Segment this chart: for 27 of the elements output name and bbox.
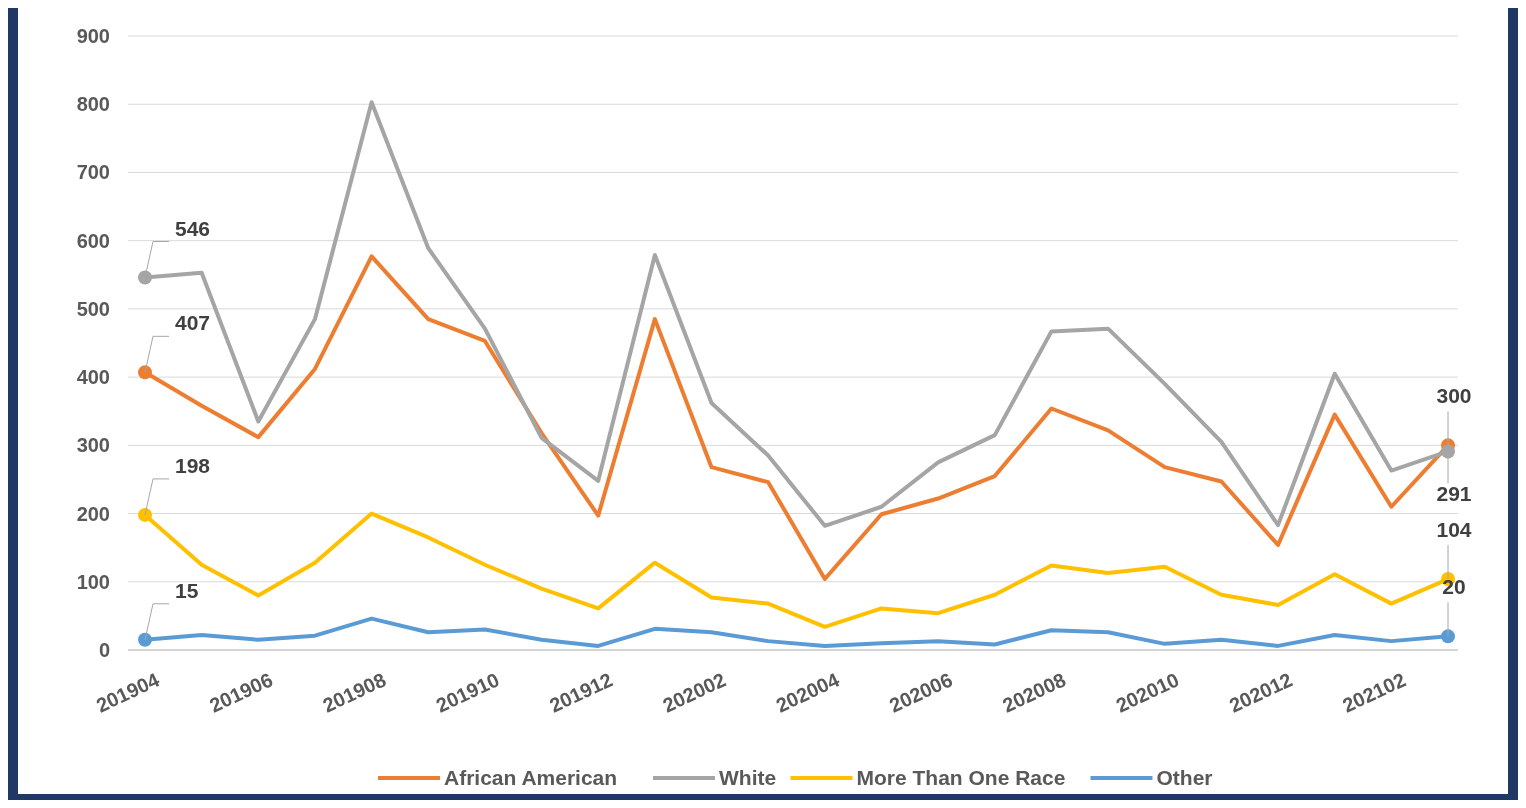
point [138,507,152,522]
y-tick-label: 900 [76,25,110,47]
legend-label: More Than One Race [856,766,1066,790]
y-tick-label: 100 [76,570,110,593]
y-tick-label: 700 [76,161,110,184]
data-label: 198 [175,453,211,477]
data-label: 104 [1436,518,1472,542]
data-label: 20 [1442,575,1466,599]
y-tick-label: 600 [76,229,110,252]
y-tick-label: 300 [76,434,110,457]
data-label: 407 [175,311,211,335]
point [1441,629,1455,644]
y-tick-label: 200 [76,502,110,525]
y-tick-label: 800 [76,93,110,116]
y-tick-label: 500 [76,297,110,320]
legend-label: White [719,766,777,790]
y-tick-label: 400 [76,366,110,389]
data-label: 15 [175,578,199,602]
data-label: 300 [1436,384,1472,408]
data-label: 546 [175,216,211,240]
point [138,270,152,285]
point [138,632,152,647]
point [138,365,152,380]
legend-label: Other [1156,766,1213,790]
data-label: 291 [1436,482,1472,506]
y-tick-label: 0 [98,639,110,661]
legend-label: African American [444,766,618,790]
